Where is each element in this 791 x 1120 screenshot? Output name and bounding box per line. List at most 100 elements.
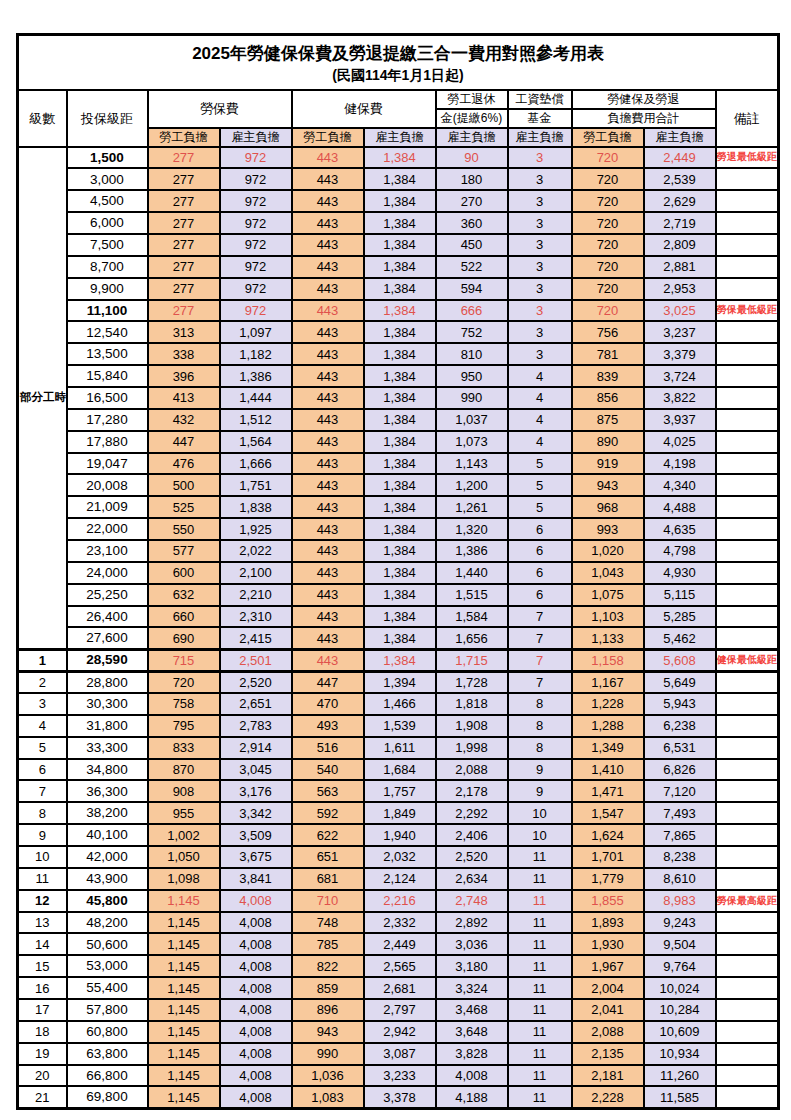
cell-health-employee: 990: [292, 1043, 364, 1065]
cell-labor-employee: 277: [148, 234, 220, 256]
cell-total-employee: 756: [572, 321, 644, 343]
cell-health-employee: 443: [292, 453, 364, 475]
cell-health-employer: 1,384: [364, 343, 436, 365]
cell-bracket: 50,600: [67, 933, 148, 955]
cell-bracket: 53,000: [67, 955, 148, 977]
cell-total-employer: 3,822: [644, 387, 716, 409]
cell-remark: 勞退最低級距: [716, 147, 779, 169]
cell-pension-employer: 1,200: [436, 474, 508, 496]
cell-labor-employee: 1,050: [148, 846, 220, 868]
cell-health-employee: 1,036: [292, 1065, 364, 1087]
cell-health-employee: 443: [292, 584, 364, 606]
cell-labor-employee: 720: [148, 671, 220, 693]
cell-total-employee: 1,158: [572, 649, 644, 671]
cell-total-employee: 890: [572, 431, 644, 453]
cell-wage-fund-employer: 7: [508, 606, 572, 628]
cell-pension-employer: 3,468: [436, 999, 508, 1021]
cell-labor-employer: 1,182: [220, 343, 292, 365]
cell-remark: [716, 234, 779, 256]
header-total-line1: 勞健保及勞退: [572, 90, 716, 109]
cell-bracket: 63,800: [67, 1043, 148, 1065]
cell-remark: [716, 1086, 779, 1108]
table-row: 21,0095251,8384431,3841,26159684,488: [18, 496, 779, 518]
cell-labor-employer: 4,008: [220, 1065, 292, 1087]
cell-remark: [716, 409, 779, 431]
cell-wage-fund-employer: 8: [508, 737, 572, 759]
cell-bracket: 27,600: [67, 627, 148, 649]
cell-health-employer: 3,378: [364, 1086, 436, 1108]
header-row-1: 級數 投保級距 勞保費 健保費 勞工退休 工資墊償 勞健保及勞退 備註: [18, 90, 779, 109]
cell-remark: [716, 780, 779, 802]
cell-total-employee: 1,893: [572, 912, 644, 934]
header-labor-insurance: 勞保費: [148, 90, 292, 128]
cell-remark: [716, 496, 779, 518]
table-title-cell: 2025年勞健保保費及勞退提繳三合一費用對照參考用表 (民國114年1月1日起): [18, 35, 779, 90]
cell-pension-employer: 1,715: [436, 649, 508, 671]
cell-health-employer: 1,384: [364, 518, 436, 540]
cell-bracket: 60,800: [67, 1021, 148, 1043]
cell-pension-employer: 522: [436, 256, 508, 278]
cell-health-employer: 1,849: [364, 802, 436, 824]
table-row: 8,7002779724431,38452237202,881: [18, 256, 779, 278]
cell-health-employer: 1,384: [364, 649, 436, 671]
cell-total-employer: 2,539: [644, 168, 716, 190]
table-row: 13,5003381,1824431,38481037813,379: [18, 343, 779, 365]
cell-labor-employee: 1,145: [148, 933, 220, 955]
cell-pension-employer: 1,728: [436, 671, 508, 693]
table-row: 533,3008332,9145161,6111,99881,3496,531: [18, 737, 779, 759]
cell-total-employee: 1,701: [572, 846, 644, 868]
cell-remark: [716, 365, 779, 387]
cell-total-employee: 2,135: [572, 1043, 644, 1065]
cell-health-employee: 443: [292, 256, 364, 278]
cell-total-employee: 1,471: [572, 780, 644, 802]
cell-level: 11: [18, 868, 67, 890]
cell-labor-employer: 972: [220, 278, 292, 300]
cell-total-employer: 8,983: [644, 890, 716, 912]
table-row: 17,2804321,5124431,3841,03748753,937: [18, 409, 779, 431]
cell-level: 4: [18, 715, 67, 737]
cell-total-employee: 1,779: [572, 868, 644, 890]
cell-health-employer: 1,384: [364, 453, 436, 475]
cell-health-employee: 443: [292, 168, 364, 190]
header-remark: 備註: [716, 90, 779, 147]
cell-remark: 勞保最高級距: [716, 890, 779, 912]
cell-health-employer: 1,384: [364, 278, 436, 300]
cell-labor-employee: 447: [148, 431, 220, 453]
cell-wage-fund-employer: 3: [508, 343, 572, 365]
cell-total-employee: 2,004: [572, 977, 644, 999]
cell-health-employee: 710: [292, 890, 364, 912]
cell-health-employee: 443: [292, 562, 364, 584]
header-level: 級數: [18, 90, 67, 147]
cell-pension-employer: 1,037: [436, 409, 508, 431]
cell-wage-fund-employer: 10: [508, 802, 572, 824]
cell-labor-employee: 870: [148, 759, 220, 781]
cell-labor-employer: 4,008: [220, 1086, 292, 1108]
cell-health-employer: 3,087: [364, 1043, 436, 1065]
table-row: 634,8008703,0455401,6842,08891,4106,826: [18, 759, 779, 781]
cell-wage-fund-employer: 5: [508, 453, 572, 475]
cell-level: 3: [18, 693, 67, 715]
cell-total-employee: 1,288: [572, 715, 644, 737]
cell-labor-employer: 3,342: [220, 802, 292, 824]
cell-health-employer: 1,384: [364, 540, 436, 562]
header-pension-line2: 金(提繳6%): [436, 109, 508, 128]
cell-remark: [716, 278, 779, 300]
cell-remark: [716, 606, 779, 628]
cell-total-employer: 2,449: [644, 147, 716, 169]
cell-labor-employee: 632: [148, 584, 220, 606]
cell-health-employee: 447: [292, 671, 364, 693]
cell-total-employer: 6,826: [644, 759, 716, 781]
table-row: 11,1002779724431,38466637203,025勞保最低級距: [18, 300, 779, 322]
cell-remark: [716, 824, 779, 846]
cell-health-employer: 1,384: [364, 627, 436, 649]
cell-total-employer: 5,462: [644, 627, 716, 649]
cell-labor-employer: 4,008: [220, 890, 292, 912]
cell-pension-employer: 2,892: [436, 912, 508, 934]
cell-pension-employer: 4,008: [436, 1065, 508, 1087]
table-row: 22,0005501,9254431,3841,32069934,635: [18, 518, 779, 540]
cell-labor-employee: 550: [148, 518, 220, 540]
cell-labor-employer: 1,444: [220, 387, 292, 409]
cell-labor-employer: 4,008: [220, 955, 292, 977]
cell-labor-employer: 2,651: [220, 693, 292, 715]
cell-level: 6: [18, 759, 67, 781]
